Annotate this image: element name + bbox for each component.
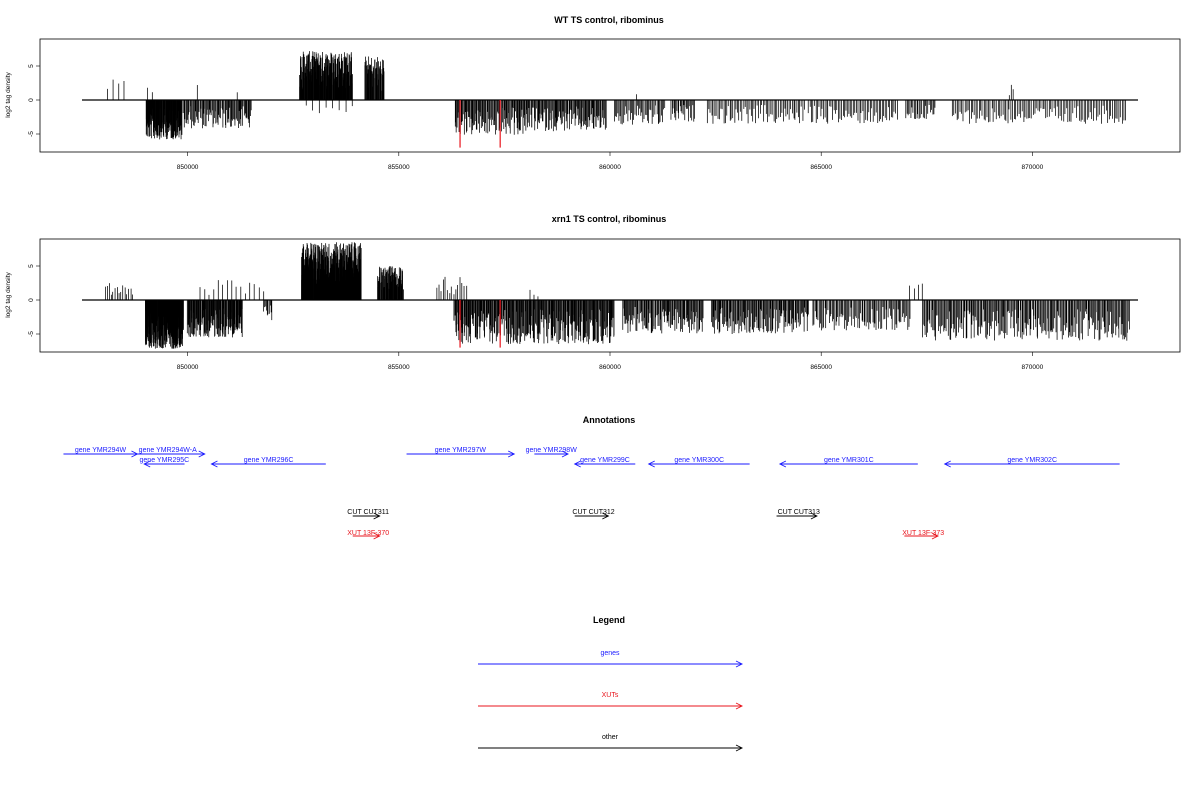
x-tick-label: 850000: [177, 164, 199, 171]
gene-label: gene YMR294W-A: [139, 447, 197, 454]
cut-label: CUT CUT313: [778, 509, 820, 516]
wt-track-panel: WT TS control, ribominus log2 tag densit…: [5, 15, 1181, 171]
xut-arrow-head: [931, 532, 940, 540]
cut-arrow-head: [602, 512, 610, 520]
x-tick-label: 855000: [388, 164, 410, 171]
gene-arrow-head: [210, 460, 218, 468]
x-tick-label: 850000: [177, 364, 199, 371]
x-tick-label: 860000: [599, 364, 621, 371]
legend-arrow-head: [735, 702, 744, 710]
gene-arrow-head: [943, 460, 951, 468]
y-tick-label: 0: [28, 98, 35, 102]
legend-items: genes XUTs other: [478, 650, 744, 752]
gene-label: gene YMR301C: [824, 457, 874, 464]
legend: Legend genes XUTs other: [478, 615, 744, 752]
xrn1-y-axis: -5 0 5: [28, 264, 40, 337]
annotations-panel: Annotations gene YMR294W gene YMR294W-Age…: [63, 415, 1120, 540]
gene-label: gene YMR302C: [1007, 457, 1057, 464]
gene-arrow-head: [507, 450, 516, 458]
gene-arrow-head: [573, 460, 581, 468]
y-tick-label: 5: [28, 264, 35, 268]
legend-label: other: [602, 734, 619, 741]
xrn1-y-axis-label: log2 tag density: [5, 271, 12, 317]
legend-label: genes: [600, 650, 620, 657]
wt-y-axis-label: log2 tag density: [5, 71, 12, 117]
legend-arrow-head: [735, 744, 744, 752]
x-tick-label: 865000: [810, 164, 832, 171]
gene-arrow-head: [647, 460, 655, 468]
gene-arrow-head: [198, 450, 206, 458]
x-tick-label: 865000: [810, 364, 832, 371]
xut-annotations: XUT 13F-370 XUT 13F-373: [347, 530, 944, 540]
cut-arrow-head: [373, 512, 381, 520]
xrn1-track-panel: xrn1 TS control, ribominus log2 tag dens…: [5, 214, 1181, 371]
gene-arrow-head: [778, 460, 787, 468]
xut-arrow-head: [373, 532, 381, 540]
gene-label: gene YMR299C: [580, 457, 630, 464]
gene-arrow-head: [143, 460, 151, 468]
y-tick-label: -5: [28, 331, 35, 337]
gene-label: gene YMR295C: [140, 457, 190, 464]
cut-label: CUT CUT312: [572, 509, 614, 516]
wt-track-title: WT TS control, ribominus: [554, 15, 664, 25]
x-tick-label: 855000: [388, 364, 410, 371]
cut-annotations: CUT CUT311 CUT CUT312 CUT CUT313: [347, 509, 820, 520]
gene-annotations: gene YMR294W gene YMR294W-A gene YMR295C ge…: [63, 447, 1120, 468]
x-tick-label: 870000: [1022, 364, 1044, 371]
gene-label: gene YMR300C: [674, 457, 724, 464]
annotations-title: Annotations: [583, 415, 636, 425]
xrn1-marker-lines: [459, 300, 501, 348]
x-tick-label: 860000: [599, 164, 621, 171]
gene-label: gene YMR294W: [75, 447, 127, 454]
xut-label: XUT 13F-373: [902, 530, 944, 537]
gene-arrow-head: [561, 450, 570, 458]
wt-signal-bars: [107, 51, 1126, 140]
gene-label: gene YMR297W: [435, 447, 487, 454]
legend-arrow-head: [735, 660, 744, 668]
y-tick-label: -5: [28, 131, 35, 137]
xrn1-signal-bars: [104, 242, 1130, 349]
gene-label: gene YMR298W: [526, 447, 578, 454]
wt-x-axis: 850000 855000 860000 865000 870000: [177, 152, 1044, 171]
y-tick-label: 0: [28, 298, 35, 302]
wt-y-axis: -5 0 5: [28, 64, 40, 137]
xrn1-x-axis: 850000 855000 860000 865000 870000: [177, 352, 1044, 371]
xrn1-track-title: xrn1 TS control, ribominus: [552, 214, 667, 224]
wt-marker-lines: [459, 100, 501, 148]
x-tick-label: 870000: [1022, 164, 1044, 171]
y-tick-label: 5: [28, 64, 35, 68]
gene-label: gene YMR296C: [244, 457, 294, 464]
legend-label: XUTs: [602, 692, 619, 699]
cut-label: CUT CUT311: [347, 509, 389, 516]
cut-arrow-head: [810, 512, 818, 520]
legend-title: Legend: [593, 615, 625, 625]
xut-label: XUT 13F-370: [347, 530, 389, 537]
